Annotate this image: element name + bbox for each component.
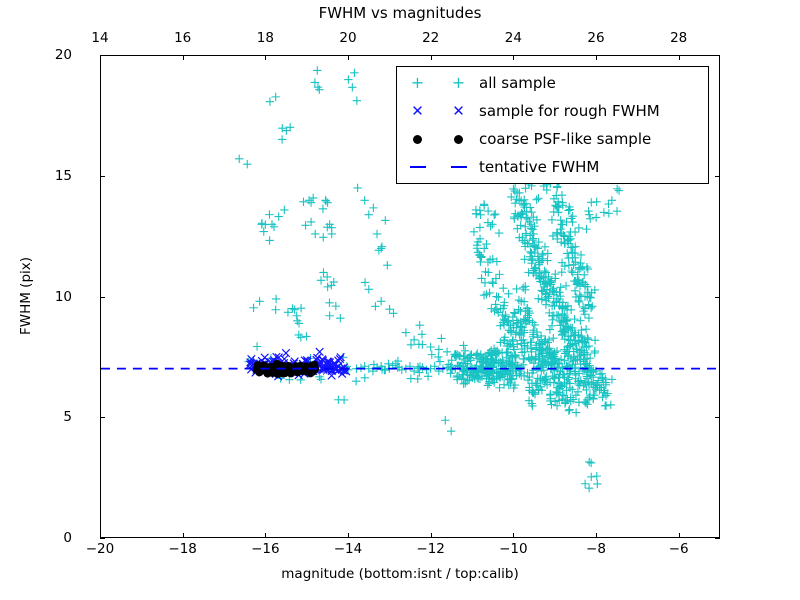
y-tick-label: 5 bbox=[63, 409, 72, 426]
chart-legend: + + all sample ✕ ✕ sample for rough FWHM… bbox=[396, 66, 709, 184]
y-tick-left bbox=[100, 417, 105, 419]
y-tick-right bbox=[715, 296, 720, 298]
plus-icon: + bbox=[410, 73, 425, 92]
x-tick-label-bottom: −16 bbox=[251, 541, 280, 557]
x-tick-label-top: 26 bbox=[587, 30, 605, 46]
legend-marker-rough-fwhm: ✕ ✕ bbox=[397, 101, 479, 120]
x-tick-label-top: 24 bbox=[504, 30, 522, 46]
x-tick-label-bottom: −10 bbox=[499, 541, 528, 557]
x-tick-bottom bbox=[430, 533, 432, 538]
legend-marker-all-sample: + + bbox=[397, 75, 479, 91]
x-tick-bottom bbox=[596, 533, 597, 538]
legend-label-rough-fwhm: sample for rough FWHM bbox=[479, 102, 660, 120]
x-tick-top bbox=[430, 55, 432, 60]
x-tick-top bbox=[513, 55, 515, 60]
x-tick-top bbox=[596, 55, 597, 60]
cross-icon: ✕ bbox=[411, 101, 424, 120]
x-axis-title: magnitude (bottom:isnt / top:calib) bbox=[281, 566, 519, 582]
x-tick-top bbox=[348, 55, 349, 60]
legend-marker-tentative-fwhm bbox=[397, 165, 479, 169]
y-tick-label: 20 bbox=[54, 47, 72, 63]
x-tick-label-bottom: −18 bbox=[168, 541, 197, 557]
dot-icon bbox=[413, 134, 422, 144]
legend-label-coarse-psf: coarse PSF-like sample bbox=[479, 130, 652, 148]
legend-entry: coarse PSF-like sample bbox=[397, 125, 708, 153]
x-tick-bottom bbox=[100, 533, 101, 538]
dashed-line-icon bbox=[409, 165, 426, 169]
x-tick-label-bottom: −6 bbox=[668, 541, 689, 557]
x-tick-label-bottom: −20 bbox=[85, 541, 115, 557]
x-tick-bottom bbox=[265, 533, 267, 538]
legend-label-tentative-fwhm: tentative FWHM bbox=[479, 158, 600, 176]
legend-entry: ✕ ✕ sample for rough FWHM bbox=[397, 97, 708, 125]
x-tick-top bbox=[182, 55, 184, 60]
x-tick-label-top: 14 bbox=[91, 30, 109, 46]
y-tick-right bbox=[715, 538, 720, 539]
y-tick-right bbox=[715, 55, 720, 56]
legend-entry: tentative FWHM bbox=[397, 153, 708, 181]
x-tick-bottom bbox=[513, 533, 515, 538]
x-tick-top bbox=[678, 55, 680, 60]
legend-label-all-sample: all sample bbox=[479, 74, 556, 92]
x-tick-label-top: 28 bbox=[670, 30, 688, 46]
x-tick-bottom bbox=[182, 533, 184, 538]
x-tick-label-bottom: −12 bbox=[416, 541, 445, 557]
x-tick-label-top: 16 bbox=[174, 30, 192, 46]
x-tick-label-bottom: −14 bbox=[333, 541, 363, 557]
y-tick-label: 15 bbox=[54, 167, 72, 184]
y-tick-left bbox=[100, 175, 105, 177]
legend-entry: + + all sample bbox=[397, 69, 708, 97]
x-tick-top bbox=[265, 55, 267, 60]
x-tick-bottom bbox=[678, 533, 680, 538]
y-tick-right bbox=[715, 175, 720, 177]
x-tick-top bbox=[100, 55, 101, 60]
cross-icon: ✕ bbox=[452, 101, 465, 120]
x-tick-label-top: 22 bbox=[422, 30, 440, 46]
plus-icon: + bbox=[451, 73, 466, 92]
y-tick-left bbox=[100, 55, 105, 56]
y-tick-label: 0 bbox=[63, 530, 72, 546]
y-axis-title: FWHM (pix) bbox=[18, 256, 34, 336]
x-tick-label-top: 18 bbox=[256, 30, 274, 46]
legend-marker-coarse-psf bbox=[397, 134, 479, 144]
dot-icon bbox=[454, 134, 463, 144]
chart-title: FWHM vs magnitudes bbox=[318, 4, 482, 22]
x-tick-bottom bbox=[348, 533, 349, 538]
y-tick-label: 10 bbox=[54, 288, 72, 305]
y-tick-left bbox=[100, 296, 105, 298]
y-tick-left bbox=[100, 538, 105, 539]
x-tick-label-bottom: −8 bbox=[586, 541, 606, 557]
y-tick-right bbox=[715, 417, 720, 419]
dashed-line-icon bbox=[450, 165, 467, 169]
x-tick-label-top: 20 bbox=[339, 30, 357, 46]
